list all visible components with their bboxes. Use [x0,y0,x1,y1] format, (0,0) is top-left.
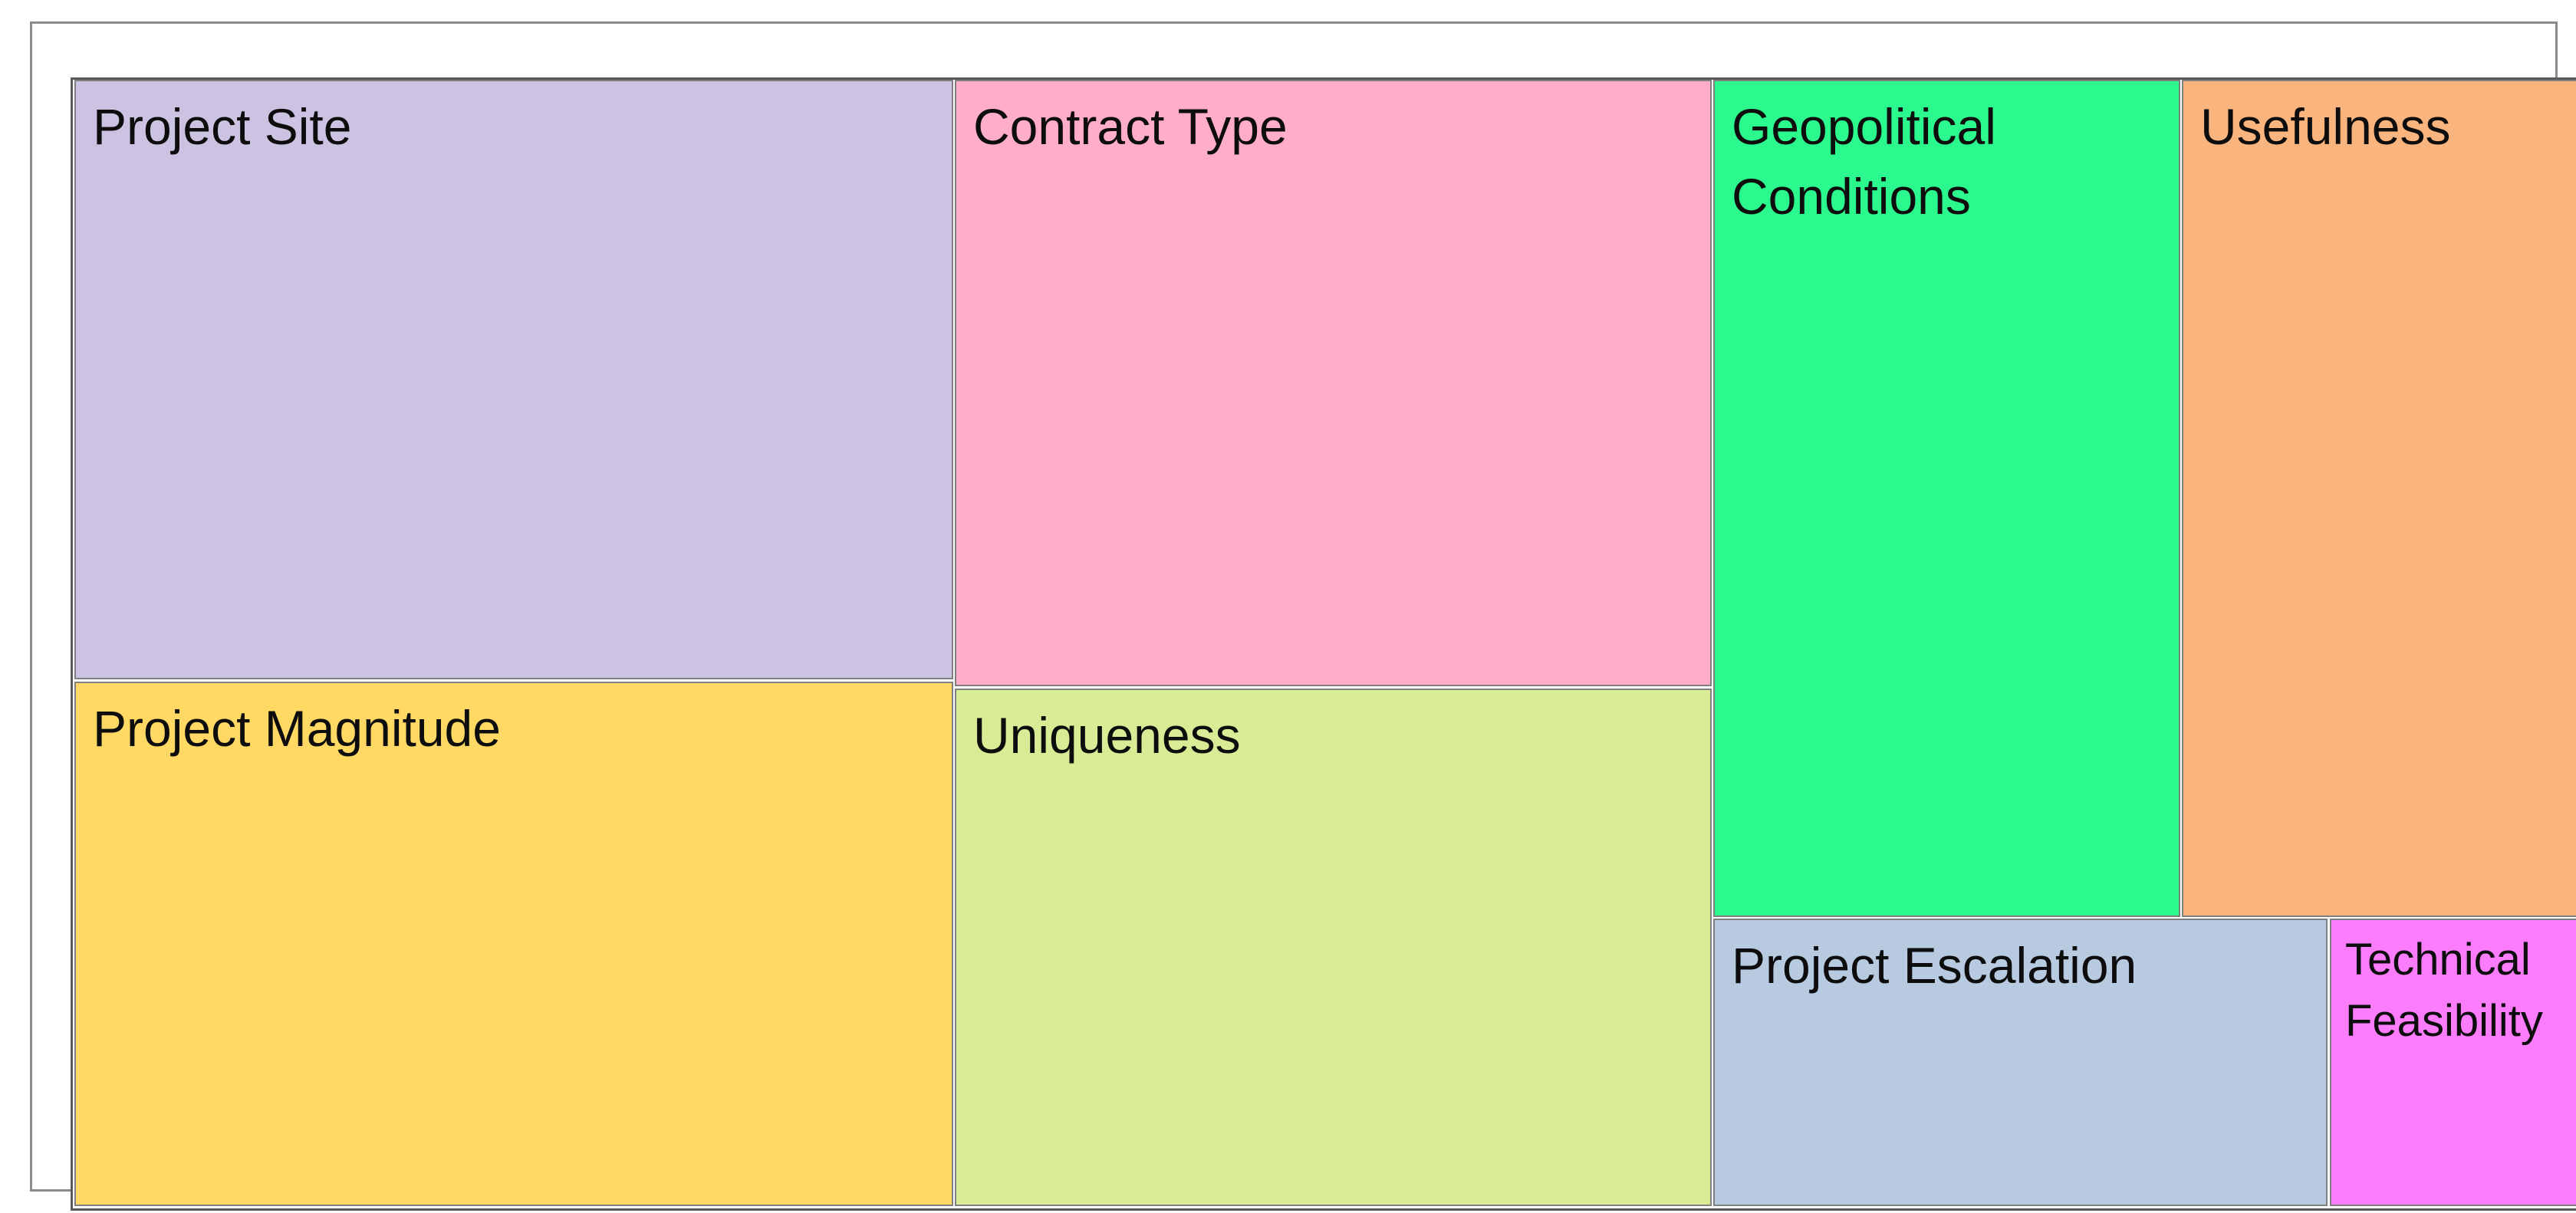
treemap-cell-label: Technical Feasibility [2345,935,2543,1047]
chart-frame: Project Site Contract Type Geopolitical Co… [30,21,2576,1211]
treemap-cell-uniqueness[interactable]: Uniqueness [955,689,1712,1206]
treemap-cell-geopolitical-conditions[interactable]: Geopolitical Conditions [1713,80,2180,917]
treemap-cell-contract-type[interactable]: Contract Type [955,80,1712,686]
treemap-cell-label: Project Escalation [1732,937,2137,994]
treemap-cell-project-magnitude[interactable]: Project Magnitude [74,682,953,1206]
treemap-cell-project-site[interactable]: Project Site [74,80,953,679]
treemap-cell-label: Contract Type [973,98,1288,155]
treemap-cell-label: Project Magnitude [93,700,501,757]
treemap-cell-project-escalation[interactable]: Project Escalation [1713,919,2328,1206]
treemap-cell-label: Project Site [93,98,352,155]
treemap-cell-label: Geopolitical Conditions [1732,98,1996,225]
treemap-plot-area: Project Site Contract Type Geopolitical Co… [71,77,2576,1211]
treemap-cell-usefulness[interactable]: Usefulness [2182,80,2576,917]
treemap-cell-technical-feasibility[interactable]: Technical Feasibility [2330,919,2576,1206]
treemap-cell-label: Uniqueness [973,707,1241,764]
treemap-cell-label: Usefulness [2200,98,2451,155]
